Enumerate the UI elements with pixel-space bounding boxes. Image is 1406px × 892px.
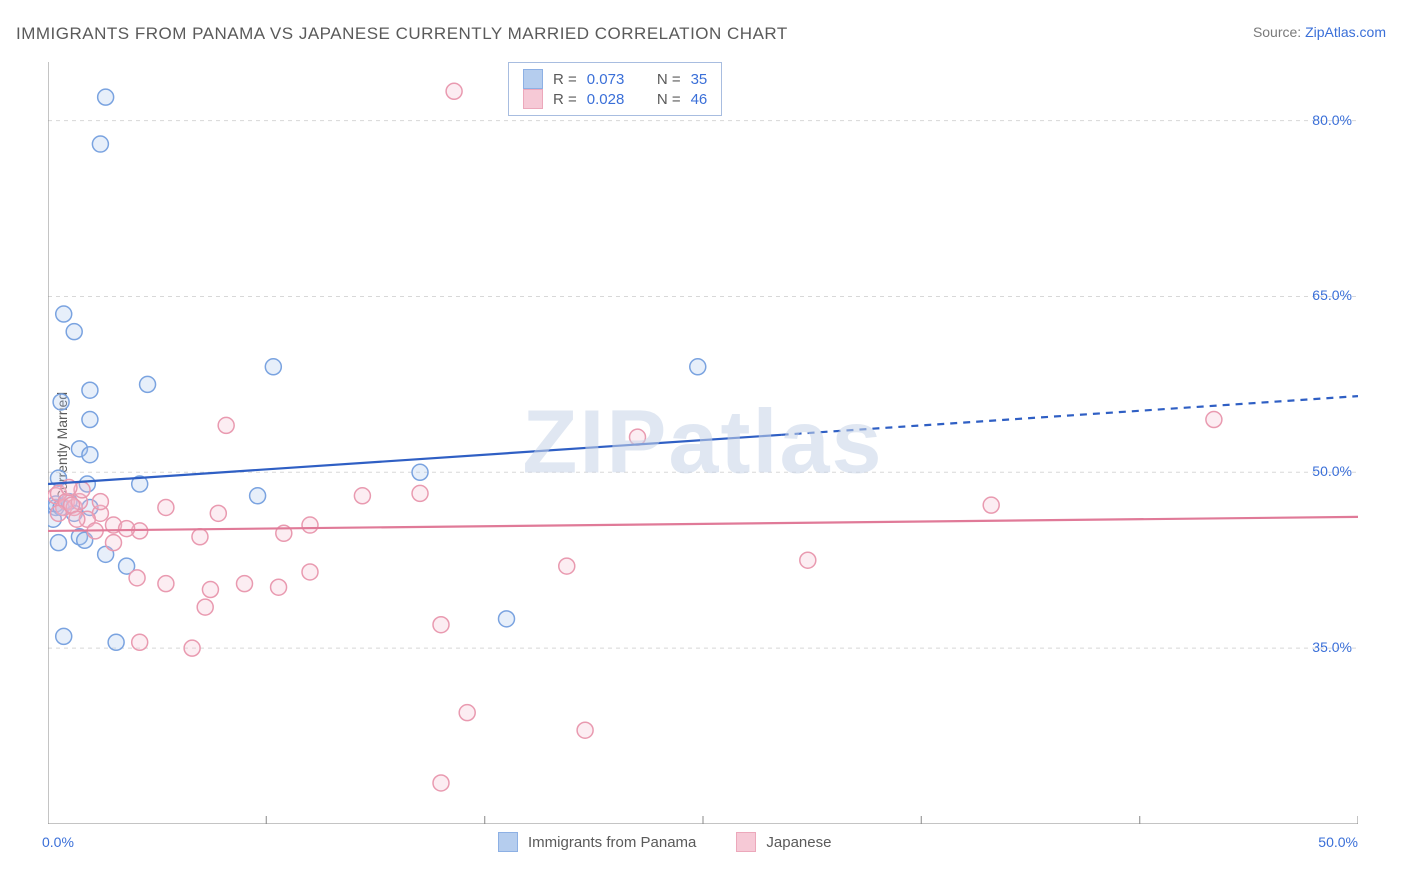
source-attribution: Source: ZipAtlas.com: [1253, 24, 1386, 40]
legend-stat-row: R = 0.028 N = 46: [523, 89, 707, 109]
legend-series-item: Japanese: [736, 832, 831, 852]
source-link[interactable]: ZipAtlas.com: [1305, 24, 1386, 40]
legend-series-item: Immigrants from Panama: [498, 832, 696, 852]
legend-bottom: Immigrants from Panama Japanese: [498, 832, 831, 852]
legend-swatch: [523, 89, 543, 109]
legend-swatch: [736, 832, 756, 852]
scatter-chart: [48, 62, 1358, 824]
x-tick-label: 50.0%: [1318, 834, 1358, 850]
y-tick-label: 35.0%: [1312, 639, 1352, 655]
legend-series-label: Japanese: [766, 834, 831, 851]
y-tick-label: 65.0%: [1312, 287, 1352, 303]
legend-swatch: [523, 69, 543, 89]
legend-swatch: [498, 832, 518, 852]
chart-title: IMMIGRANTS FROM PANAMA VS JAPANESE CURRE…: [16, 24, 788, 44]
x-tick-label: 0.0%: [42, 834, 74, 850]
source-prefix: Source:: [1253, 24, 1305, 40]
legend-stat-row: R = 0.073 N = 35: [523, 69, 707, 89]
legend-stats-box: R = 0.073 N = 35R = 0.028 N = 46: [508, 62, 722, 116]
y-tick-label: 80.0%: [1312, 112, 1352, 128]
legend-series-label: Immigrants from Panama: [528, 834, 696, 851]
plot-area: ZIPatlas R = 0.073 N = 35R = 0.028 N = 4…: [48, 62, 1358, 824]
y-tick-label: 50.0%: [1312, 463, 1352, 479]
